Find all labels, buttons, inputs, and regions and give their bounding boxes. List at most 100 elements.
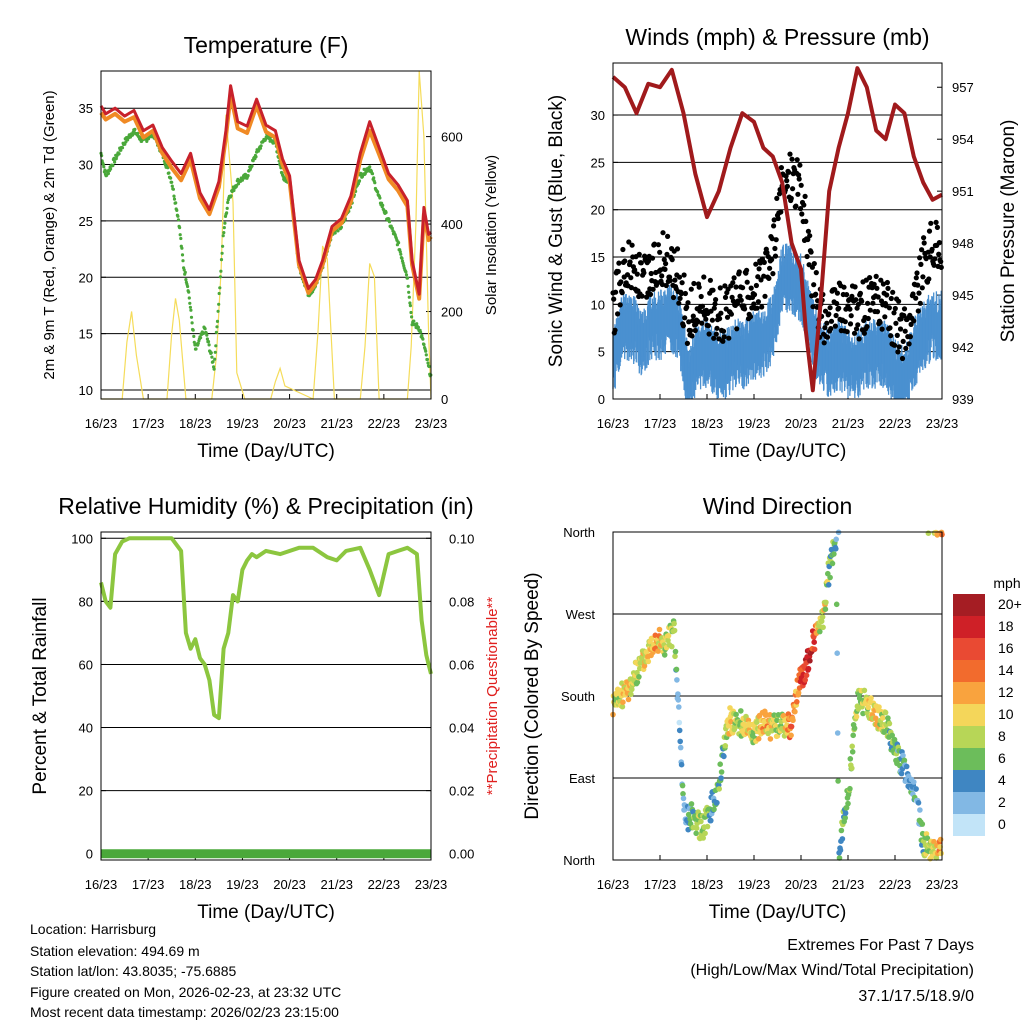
gust-point bbox=[726, 335, 732, 341]
dewpoint-point bbox=[222, 226, 226, 230]
dewpoint-point bbox=[172, 197, 177, 201]
direction-point bbox=[835, 778, 841, 784]
gust-point bbox=[886, 305, 893, 311]
gust-point bbox=[714, 325, 720, 331]
dewpoint-point bbox=[425, 357, 429, 362]
direction-point bbox=[822, 606, 829, 612]
colorbar-swatch-8 bbox=[953, 770, 985, 792]
gust-point bbox=[915, 282, 921, 288]
gust-point bbox=[722, 294, 729, 300]
direction-point bbox=[788, 732, 794, 739]
y-tick-label-1-3: 15 bbox=[591, 250, 605, 265]
direction-point bbox=[755, 736, 762, 742]
dewpoint-point bbox=[196, 341, 200, 345]
dewpoint-point bbox=[213, 357, 217, 361]
gust-point bbox=[756, 266, 762, 272]
gust-point bbox=[755, 299, 762, 305]
y2-tick-label-0-0: 0 bbox=[441, 392, 448, 407]
gust-point bbox=[710, 287, 716, 293]
gust-point bbox=[857, 290, 864, 296]
gust-point bbox=[655, 242, 662, 248]
dewpoint-point bbox=[181, 259, 185, 263]
created-text: Figure created on Mon, 2026-02-23, at 23… bbox=[30, 984, 342, 1000]
direction-point bbox=[676, 727, 683, 734]
y2-axis-label-2: **Precipitation Questionable** bbox=[484, 597, 501, 796]
gust-point bbox=[661, 257, 667, 263]
dewpoint-point bbox=[372, 176, 376, 180]
colorbar-swatch-6 bbox=[953, 726, 985, 748]
direction-point bbox=[676, 719, 683, 726]
dewpoint-point bbox=[357, 179, 362, 183]
x-tick-label-3-2: 18/23 bbox=[691, 877, 724, 892]
gust-point bbox=[810, 304, 816, 310]
direction-point bbox=[849, 743, 855, 750]
gust-point bbox=[624, 272, 631, 278]
y2-tick-label-0-1: 200 bbox=[441, 305, 463, 320]
gust-point bbox=[686, 319, 692, 325]
gust-point bbox=[853, 326, 860, 332]
dewpoint-point bbox=[225, 211, 229, 215]
dewpoint-point bbox=[172, 194, 176, 198]
gust-point bbox=[638, 260, 644, 266]
plot-border-0 bbox=[100, 70, 432, 400]
direction-point bbox=[833, 536, 839, 543]
location-text: Location: Harrisburg bbox=[30, 921, 157, 937]
gust-point bbox=[879, 326, 885, 332]
direction-point bbox=[675, 691, 681, 697]
dewpoint-point bbox=[222, 231, 226, 235]
dewpoint-point bbox=[400, 256, 404, 260]
dewpoint-point bbox=[106, 171, 110, 176]
gust-point bbox=[901, 312, 907, 319]
colorbar-label-6: 8 bbox=[998, 728, 1006, 744]
y-tick-label-1-1: 5 bbox=[598, 345, 605, 360]
gust-point bbox=[827, 305, 833, 311]
elevation-text: Station elevation: 494.69 m bbox=[30, 943, 200, 959]
gust-point bbox=[919, 247, 925, 253]
direction-point bbox=[671, 620, 677, 627]
dewpoint-point bbox=[424, 349, 428, 353]
gust-point bbox=[799, 211, 805, 217]
dewpoint-point bbox=[401, 261, 405, 265]
gust-point bbox=[644, 294, 650, 300]
gust-point bbox=[742, 306, 748, 312]
direction-point bbox=[772, 723, 779, 729]
gust-point bbox=[766, 275, 772, 281]
series-solar-insolation bbox=[101, 70, 432, 400]
gust-point bbox=[645, 258, 652, 264]
dewpoint-point bbox=[220, 251, 224, 255]
x-tick-label-3-6: 22/23 bbox=[879, 877, 912, 892]
dewpoint-point bbox=[406, 284, 410, 288]
gust-point bbox=[667, 278, 673, 284]
gust-point bbox=[733, 284, 739, 290]
direction-point bbox=[704, 823, 711, 830]
direction-point bbox=[831, 551, 837, 557]
dewpoint-point bbox=[378, 196, 382, 200]
x-tick-label-0-4: 20/23 bbox=[273, 416, 306, 431]
gust-point bbox=[887, 325, 893, 331]
x-tick-label-2-3: 19/23 bbox=[226, 877, 259, 892]
gust-point bbox=[663, 282, 669, 289]
gust-point bbox=[707, 277, 714, 283]
dewpoint-point bbox=[207, 343, 211, 347]
direction-point bbox=[698, 818, 704, 825]
direction-point bbox=[819, 614, 826, 620]
gust-point bbox=[907, 334, 914, 340]
direction-point bbox=[900, 752, 906, 759]
gust-point bbox=[703, 316, 709, 322]
dewpoint-point bbox=[189, 308, 193, 312]
gust-point bbox=[824, 320, 830, 326]
direction-point bbox=[792, 708, 798, 715]
gust-point bbox=[884, 279, 891, 286]
gust-point bbox=[804, 253, 810, 260]
direction-point bbox=[847, 785, 853, 792]
dewpoint-point bbox=[333, 231, 337, 235]
y-tick-label-0-1: 15 bbox=[79, 327, 93, 342]
direction-point bbox=[619, 703, 626, 710]
y2-tick-label-2-3: 0.06 bbox=[449, 657, 474, 672]
gust-point bbox=[682, 290, 689, 297]
dewpoint-point bbox=[398, 250, 402, 254]
gust-point bbox=[798, 182, 804, 188]
direction-point bbox=[721, 753, 727, 760]
direction-point bbox=[924, 835, 931, 841]
